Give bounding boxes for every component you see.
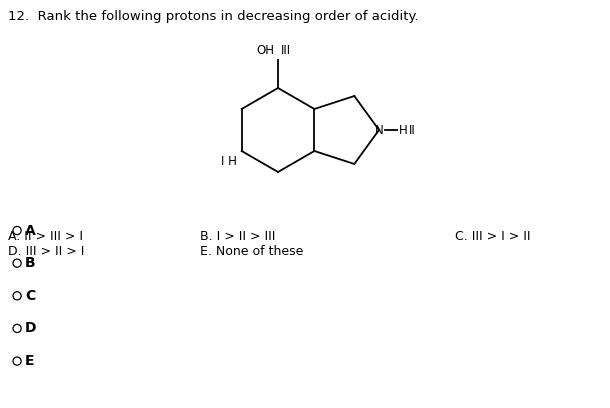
Text: III: III xyxy=(281,44,291,57)
Text: H: H xyxy=(399,124,407,137)
Text: A. II > III > I: A. II > III > I xyxy=(8,230,83,243)
Text: II: II xyxy=(409,124,416,137)
Text: N: N xyxy=(375,124,383,137)
Text: D. III > II > I: D. III > II > I xyxy=(8,245,84,258)
Text: C: C xyxy=(25,289,35,303)
Text: D: D xyxy=(25,322,37,335)
Text: B: B xyxy=(25,256,36,270)
Text: A: A xyxy=(25,224,36,237)
Text: I H: I H xyxy=(221,155,237,168)
Text: E: E xyxy=(25,354,35,368)
Text: E. None of these: E. None of these xyxy=(200,245,303,258)
Text: 12.  Rank the following protons in decreasing order of acidity.: 12. Rank the following protons in decrea… xyxy=(8,10,418,23)
Text: OH: OH xyxy=(256,44,274,57)
Text: B. I > II > III: B. I > II > III xyxy=(200,230,275,243)
Text: C. III > I > II: C. III > I > II xyxy=(455,230,531,243)
